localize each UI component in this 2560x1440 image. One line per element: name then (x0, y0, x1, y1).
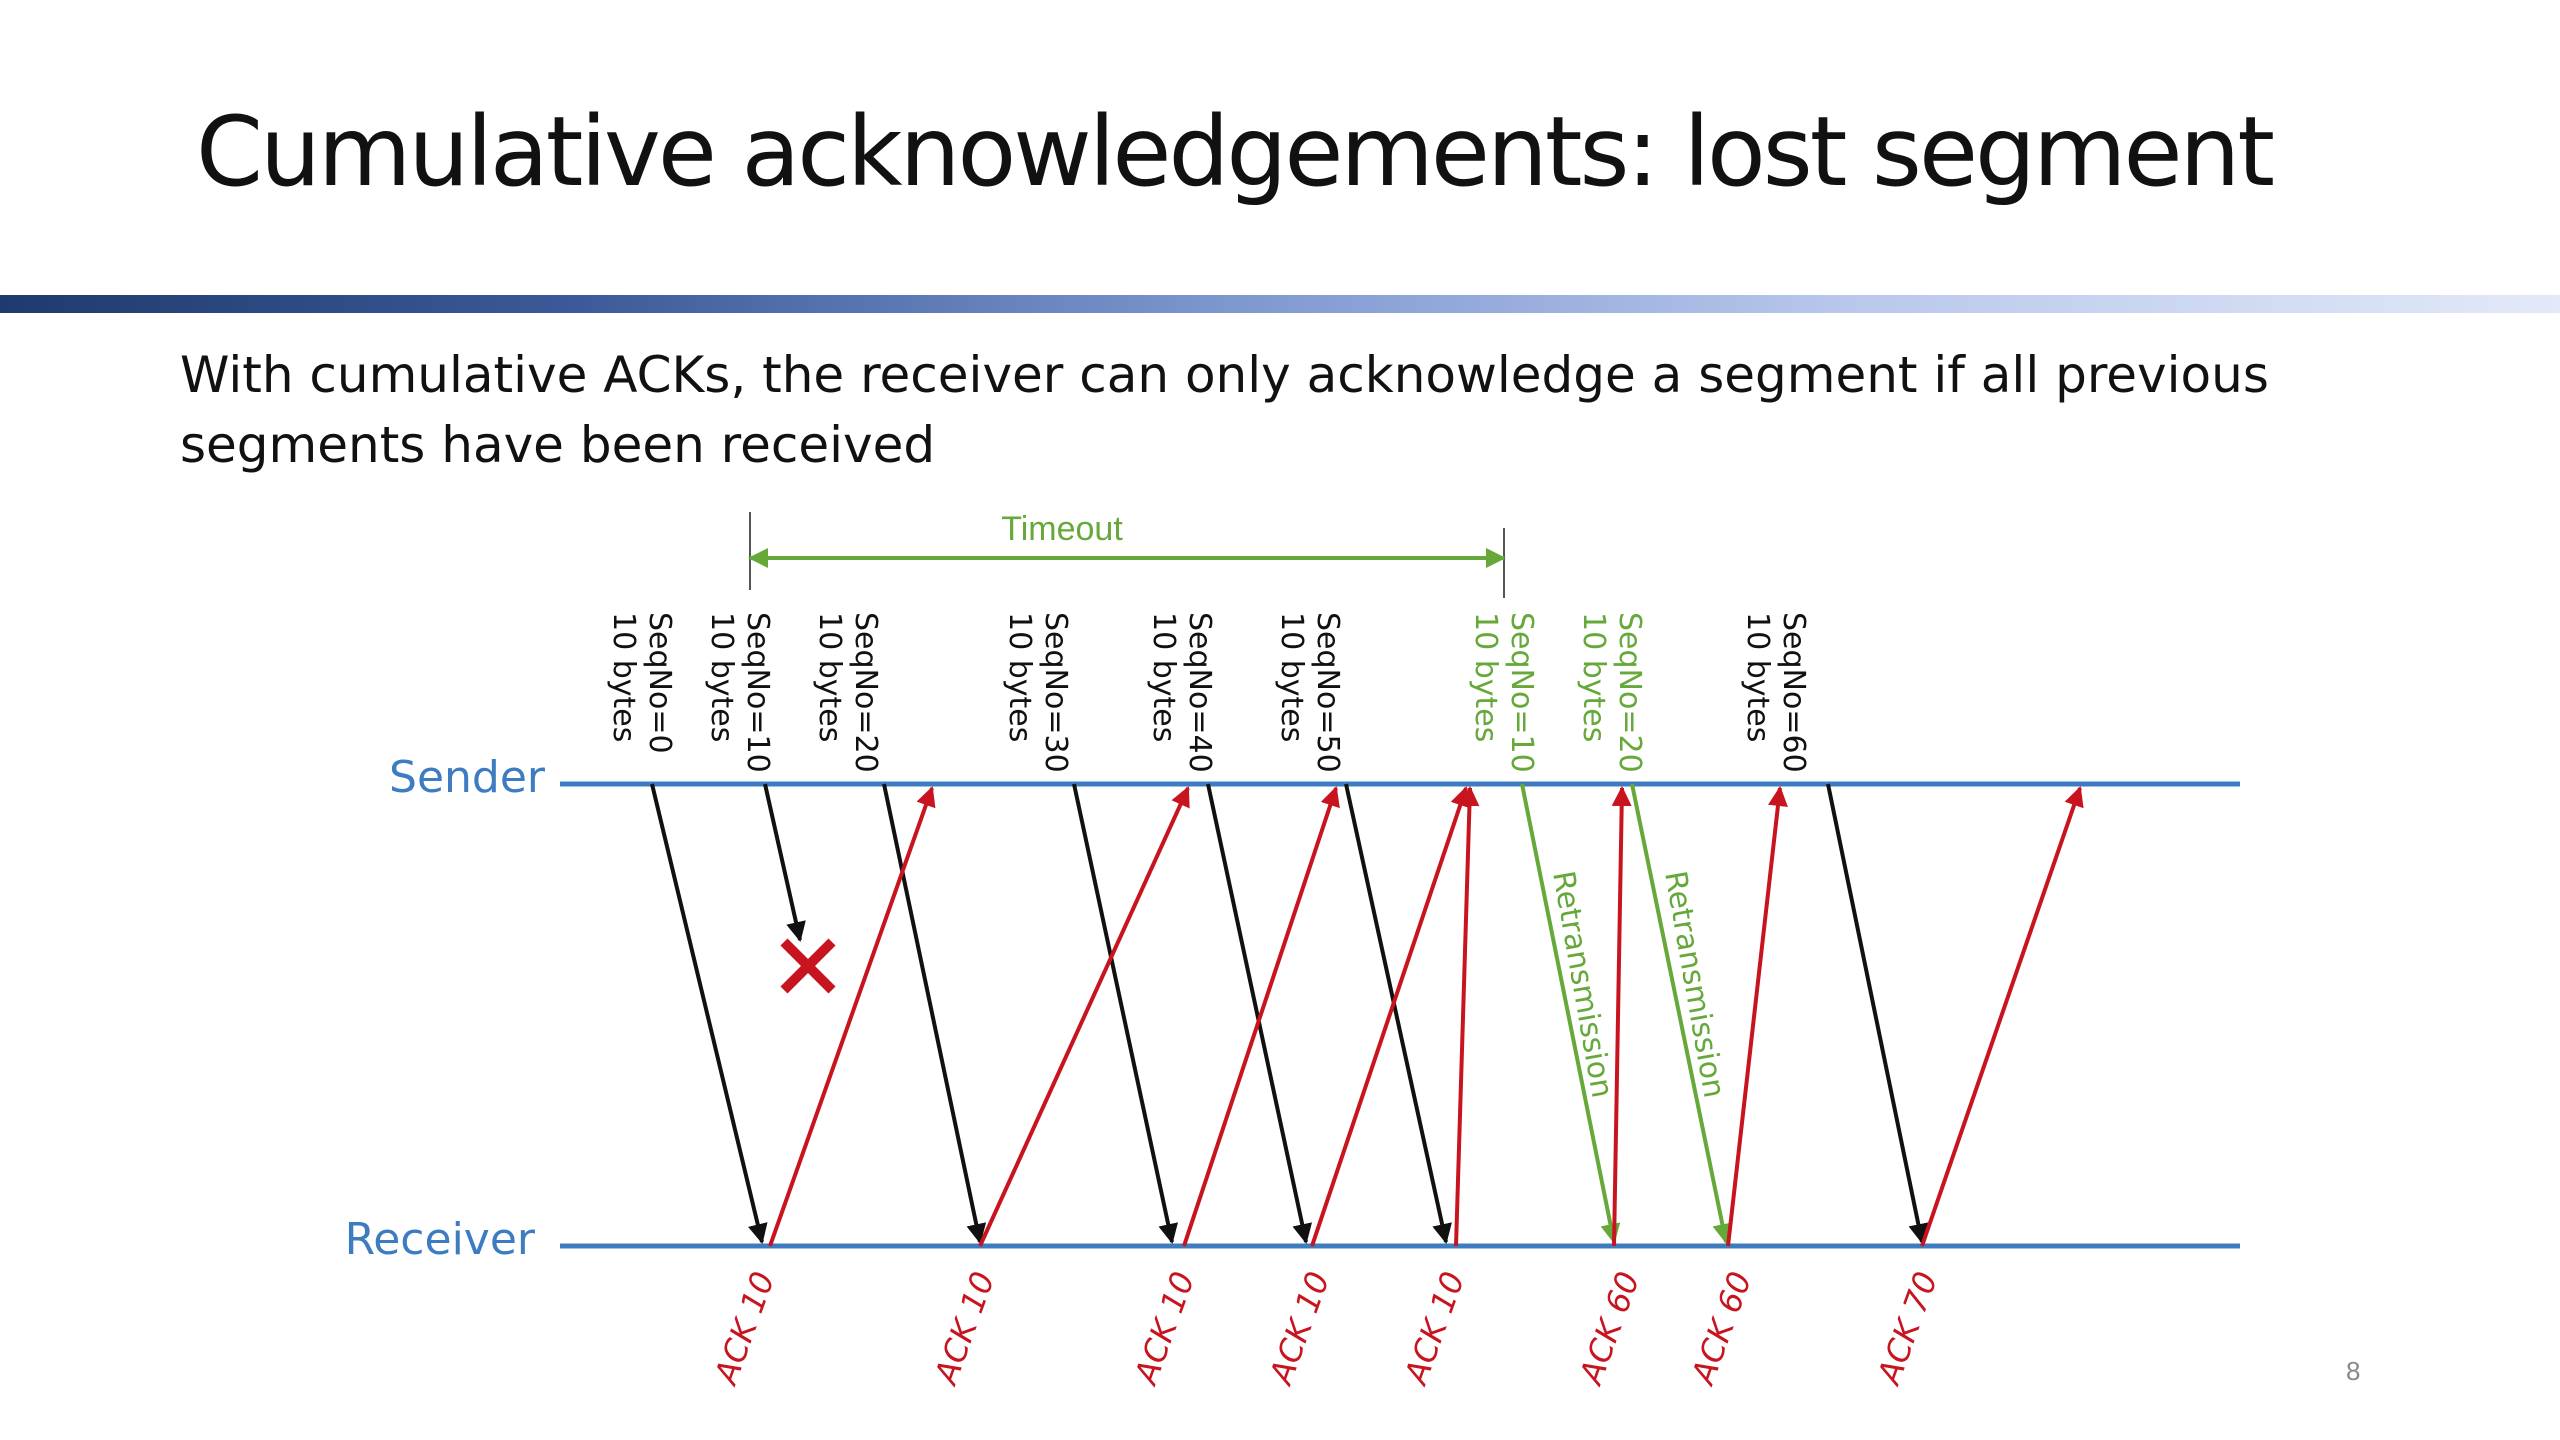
ack-arrow (1182, 786, 1340, 1247)
data-segment-arrow (1206, 783, 1313, 1244)
data-segment-arrows (650, 783, 1929, 1244)
segment-label: SeqNo=4010 bytes (1146, 612, 1217, 773)
retransmission-label: Retransmission (1657, 868, 1731, 1100)
data-segment-arrow (882, 783, 987, 1244)
segment-size: 10 bytes (1002, 612, 1037, 742)
ack-label: ACK 10 (706, 1267, 782, 1391)
slide-title: Cumulative acknowledgements: lost segmen… (196, 96, 2275, 208)
slide-number: 8 (2346, 1356, 2361, 1386)
loss-x-stroke (780, 938, 836, 994)
ack-arrow (768, 786, 936, 1247)
data-segment-arrow (1344, 783, 1452, 1244)
segment-size: 10 bytes (1576, 612, 1611, 742)
segment-label: SeqNo=6010 bytes (1740, 612, 1811, 773)
ack-label: ACK 60 (1683, 1267, 1759, 1391)
retransmitted-segment-arrow (1630, 783, 1733, 1244)
ack-label: ACK 10 (926, 1267, 1002, 1391)
ack-label: ACK 60 (1571, 1267, 1647, 1391)
segment-label: SeqNo=1010 bytes (704, 612, 775, 773)
data-segment-arrow (650, 783, 768, 1244)
retransmitted-segment-arrow (1520, 783, 1621, 1244)
ack-arrow (1920, 786, 2084, 1247)
segment-size: 10 bytes (1468, 612, 1503, 742)
segment-label: SeqNo=2010 bytes (1576, 612, 1647, 773)
segment-seqno: SeqNo=50 (1310, 612, 1345, 773)
sender-label: Sender (389, 752, 546, 803)
ack-label: ACK 10 (1261, 1267, 1337, 1391)
segment-seqno: SeqNo=60 (1776, 612, 1811, 773)
ack-label: ACK 10 (1126, 1267, 1202, 1391)
segment-seqno: SeqNo=40 (1182, 612, 1217, 773)
segment-size: 10 bytes (1740, 612, 1775, 742)
ack-label: ACK 70 (1869, 1267, 1945, 1391)
ack-arrow (1611, 786, 1632, 1247)
title-gradient-rule (0, 295, 2560, 313)
segment-seqno: SeqNo=20 (1612, 612, 1647, 773)
segment-labels: SeqNo=010 bytes SeqNo=1010 bytes SeqNo=201… (606, 612, 1811, 773)
segment-label: SeqNo=2010 bytes (812, 612, 883, 773)
segment-label: SeqNo=3010 bytes (1002, 612, 1073, 773)
ack-arrow (1310, 786, 1470, 1247)
data-segment-arrow (1826, 783, 1929, 1244)
segment-size: 10 bytes (812, 612, 847, 742)
timeout-label: Timeout (1001, 510, 1123, 548)
ack-arrow (1454, 786, 1480, 1247)
ack-label: ACK 10 (1396, 1267, 1472, 1391)
segment-size: 10 bytes (1274, 612, 1309, 742)
segment-seqno: SeqNo=10 (740, 612, 775, 773)
receiver-label: Receiver (345, 1214, 536, 1265)
data-segment-arrow (1072, 783, 1179, 1244)
segment-size: 10 bytes (704, 612, 739, 742)
lost-segment-arrow (763, 783, 806, 942)
slide-body-text: With cumulative ACKs, the receiver can o… (180, 346, 2269, 474)
segment-label: SeqNo=010 bytes (606, 612, 677, 754)
segment-seqno: SeqNo=20 (848, 612, 883, 773)
retransmission-label: Retransmission (1545, 868, 1619, 1100)
segment-label: SeqNo=5010 bytes (1274, 612, 1345, 773)
ack-labels: ACK 10 ACK 10 ACK 10 ACK 10 ACK 10 ACK 60 ACK … (706, 1267, 1945, 1391)
segment-size: 10 bytes (606, 612, 641, 742)
segment-seqno: SeqNo=30 (1038, 612, 1073, 773)
segment-size: 10 bytes (1146, 612, 1181, 742)
ack-arrow (1726, 786, 1788, 1247)
loss-x-marker (780, 938, 836, 994)
segment-seqno: SeqNo=10 (1504, 612, 1539, 773)
ack-arrows (768, 786, 2084, 1247)
timeout-interval: Timeout (748, 510, 1506, 598)
segment-label: SeqNo=1010 bytes (1468, 612, 1539, 773)
segment-seqno: SeqNo=0 (642, 612, 677, 754)
ack-arrow (978, 786, 1190, 1247)
